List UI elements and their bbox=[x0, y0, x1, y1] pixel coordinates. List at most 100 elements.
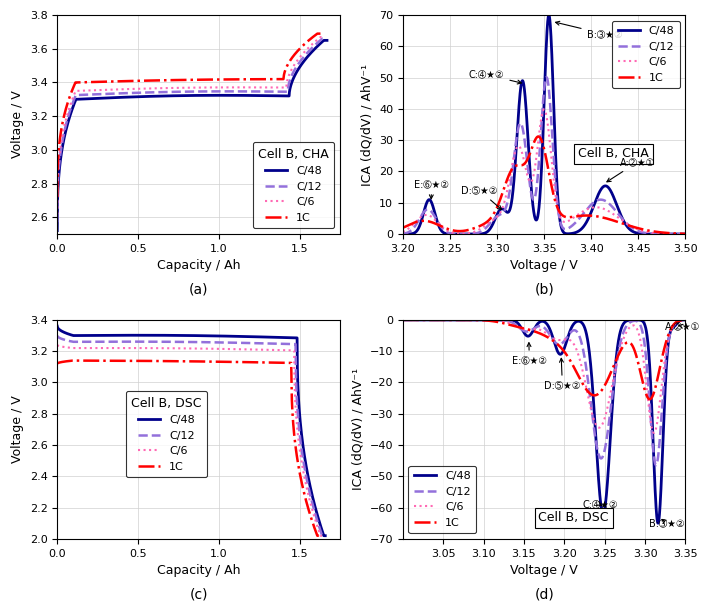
1C bbox=[77, 79, 86, 86]
C/48 bbox=[206, 92, 214, 99]
C/12 bbox=[270, 340, 278, 347]
Legend: C/48, C/12, C/6, 1C: C/48, C/12, C/6, 1C bbox=[408, 466, 476, 533]
C/6 bbox=[93, 86, 101, 93]
C/48 bbox=[271, 334, 280, 341]
C/12 bbox=[318, 532, 326, 540]
1C bbox=[222, 358, 231, 365]
C/48 bbox=[320, 37, 328, 44]
C/12 bbox=[254, 340, 263, 347]
Y-axis label: Voltage / V: Voltage / V bbox=[11, 395, 24, 463]
1C bbox=[313, 30, 321, 37]
C/48 bbox=[94, 95, 103, 102]
1C bbox=[313, 532, 321, 540]
C/12 bbox=[55, 161, 64, 169]
C/48 bbox=[320, 532, 328, 540]
1C bbox=[135, 77, 144, 84]
C/48 bbox=[86, 95, 95, 102]
Text: C:➃★②: C:➃★② bbox=[582, 500, 618, 510]
C/6 bbox=[316, 34, 325, 41]
X-axis label: Voltage / V: Voltage / V bbox=[511, 259, 578, 273]
C/48 bbox=[201, 332, 210, 340]
C/12 bbox=[311, 42, 319, 49]
C/12 bbox=[238, 88, 246, 95]
1C bbox=[316, 30, 325, 37]
C/12 bbox=[69, 97, 78, 104]
Line: C/48: C/48 bbox=[57, 326, 326, 536]
Legend: C/48, C/12, C/6, 1C: C/48, C/12, C/6, 1C bbox=[612, 21, 680, 89]
Text: D:➄★②: D:➄★② bbox=[461, 185, 501, 210]
C/48 bbox=[225, 92, 233, 99]
1C bbox=[273, 359, 282, 367]
C/12 bbox=[321, 35, 330, 42]
Line: C/12: C/12 bbox=[57, 38, 326, 222]
C/48 bbox=[204, 92, 213, 99]
1C bbox=[315, 532, 323, 540]
Line: C/48: C/48 bbox=[57, 40, 327, 231]
C/48 bbox=[154, 332, 163, 339]
1C bbox=[139, 77, 147, 84]
C/12 bbox=[201, 338, 209, 346]
C/6 bbox=[109, 86, 117, 93]
1C bbox=[91, 357, 100, 364]
C/6 bbox=[53, 342, 61, 349]
C/48 bbox=[255, 333, 263, 340]
C/12 bbox=[290, 67, 298, 74]
Legend: C/48, C/12, C/6, 1C: C/48, C/12, C/6, 1C bbox=[126, 391, 207, 477]
Text: (d): (d) bbox=[534, 587, 554, 601]
Text: A:➁★①: A:➁★① bbox=[607, 157, 655, 182]
C/6 bbox=[268, 84, 276, 91]
Text: B:➂★②: B:➂★② bbox=[649, 518, 685, 529]
Text: A:➁★①: A:➁★① bbox=[665, 321, 700, 331]
C/6 bbox=[103, 86, 111, 93]
C/12 bbox=[318, 35, 326, 42]
X-axis label: Capacity / Ah: Capacity / Ah bbox=[157, 564, 241, 577]
1C bbox=[106, 78, 115, 85]
Text: Cell B, DSC: Cell B, DSC bbox=[538, 511, 609, 524]
C/12 bbox=[319, 532, 328, 540]
C/6 bbox=[318, 532, 326, 540]
C/48 bbox=[151, 332, 159, 339]
1C bbox=[69, 357, 77, 364]
Text: (c): (c) bbox=[189, 587, 208, 601]
1C bbox=[53, 360, 61, 367]
1C bbox=[184, 357, 193, 365]
C/6 bbox=[53, 210, 61, 218]
X-axis label: Capacity / Ah: Capacity / Ah bbox=[157, 259, 241, 273]
1C bbox=[255, 76, 263, 83]
C/12 bbox=[154, 338, 162, 345]
C/48 bbox=[279, 92, 288, 100]
Text: Cell B, CHA: Cell B, CHA bbox=[578, 147, 649, 161]
C/6 bbox=[153, 345, 161, 352]
C/48 bbox=[53, 227, 61, 235]
C/12 bbox=[53, 332, 61, 339]
C/48 bbox=[321, 532, 330, 540]
Text: E:➅★②: E:➅★② bbox=[512, 343, 547, 366]
C/6 bbox=[149, 345, 158, 352]
Line: 1C: 1C bbox=[57, 360, 319, 536]
X-axis label: Voltage / V: Voltage / V bbox=[511, 564, 578, 577]
C/6 bbox=[200, 345, 208, 353]
C/48 bbox=[164, 332, 173, 339]
1C bbox=[276, 75, 285, 82]
Line: C/6: C/6 bbox=[57, 37, 323, 214]
Legend: C/48, C/12, C/6, 1C: C/48, C/12, C/6, 1C bbox=[253, 142, 334, 229]
C/12 bbox=[53, 219, 61, 226]
C/6 bbox=[316, 532, 325, 540]
C/6 bbox=[319, 34, 328, 41]
Line: C/6: C/6 bbox=[57, 345, 322, 536]
Line: C/12: C/12 bbox=[57, 335, 323, 536]
C/6 bbox=[231, 84, 239, 91]
1C bbox=[295, 466, 303, 474]
Text: D:➄★②: D:➄★② bbox=[544, 358, 580, 390]
Text: B:➂★②: B:➂★② bbox=[555, 21, 622, 39]
Y-axis label: Voltage / V: Voltage / V bbox=[11, 90, 24, 158]
C/48 bbox=[53, 323, 61, 330]
Y-axis label: ICA (dQ/dV) / AhV⁻¹: ICA (dQ/dV) / AhV⁻¹ bbox=[361, 64, 373, 186]
1C bbox=[245, 359, 253, 366]
C/6 bbox=[268, 346, 277, 354]
C/6 bbox=[253, 346, 261, 353]
Text: (a): (a) bbox=[188, 282, 208, 296]
C/48 bbox=[323, 37, 331, 44]
Text: C:➃★②: C:➃★② bbox=[469, 70, 521, 84]
Line: 1C: 1C bbox=[57, 34, 321, 197]
